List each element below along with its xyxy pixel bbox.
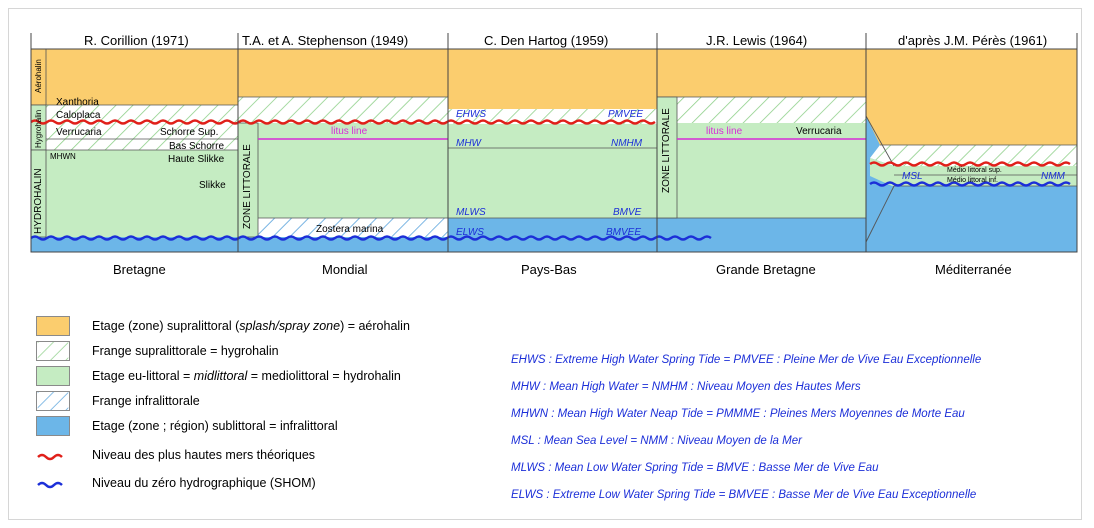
blue-wave-line xyxy=(30,235,712,241)
label-ehws: EHWS xyxy=(456,109,486,120)
glossary-mlws: MLWS : Mean Low Water Spring Tide = BMVE… xyxy=(511,462,879,474)
legend-item-supralittoral: Etage (zone) supralittoral (splash/spray… xyxy=(36,315,410,337)
glossary-ehws: EHWS : Extreme High Water Spring Tide = … xyxy=(511,354,982,366)
glossary-elws: ELWS : Extreme Low Water Spring Tide = B… xyxy=(511,489,977,501)
label-elws: ELWS xyxy=(456,227,484,238)
figure-frame xyxy=(8,8,1082,520)
label-aerohalin: Aérohalin xyxy=(34,59,43,93)
glossary-mhw: MHW : Mean High Water = NMHM : Niveau Mo… xyxy=(511,381,861,393)
column-den-hartog xyxy=(448,49,657,252)
column-title-den-hartog: C. Den Hartog (1959) xyxy=(484,33,609,48)
label-verrucaria-corillion: Verrucaria xyxy=(56,127,102,138)
region-pays-bas: Pays-Bas xyxy=(521,262,577,277)
label-bmvee: BMVEE xyxy=(606,227,642,238)
label-slikke: Slikke xyxy=(199,180,226,191)
legend-item-blue-wave: Niveau du zéro hydrographique (SHOM) xyxy=(36,472,316,494)
column-title-stephenson: T.A. et A. Stephenson (1949) xyxy=(242,33,409,48)
column-title-peres: d'après J.M. Pérès (1961) xyxy=(898,33,1048,48)
glossary-msl: MSL : Mean Sea Level = NMM : Niveau Moye… xyxy=(511,435,802,447)
label-zostera-marina: Zostera marina xyxy=(316,224,384,235)
label-mlws: MLWS xyxy=(456,207,486,218)
legend-text: Etage (zone ; région) sublittoral = infr… xyxy=(92,419,338,433)
legend-text: Niveau des plus hautes mers théoriques xyxy=(92,448,316,462)
legend-text: Etage (zone) supralittoral (splash/spray… xyxy=(92,319,410,333)
label-zone-littorale-lewis: ZONE LITTORALE xyxy=(661,108,672,193)
label-hygrohalin: Hygrohalin xyxy=(34,109,43,148)
label-litus-line-lewis: litus line xyxy=(706,126,743,137)
column-stephenson xyxy=(237,49,448,252)
label-verrucaria-lewis: Verrucaria xyxy=(796,126,842,137)
legend-text: Etage eu-littoral = midlittoral = mediol… xyxy=(92,369,401,383)
label-schorre-sup: Schorre Sup. xyxy=(160,127,219,138)
swatch-sublittoral xyxy=(36,416,70,436)
legend-item-eulittoral: Etage eu-littoral = midlittoral = mediol… xyxy=(36,365,401,387)
red-wave-icon xyxy=(37,453,63,461)
label-bas-schorre: Bas Schorre xyxy=(169,141,225,152)
label-xanthoria: Xanthoria xyxy=(56,97,99,108)
legend-text: Niveau du zéro hydrographique (SHOM) xyxy=(92,476,316,490)
region-grande-bretagne: Grande Bretagne xyxy=(716,262,816,277)
label-medio-littoral-inf: Médio littoral inf. xyxy=(947,177,998,184)
label-hydrohalin: HYDROHALIN xyxy=(33,168,44,234)
label-msl: MSL xyxy=(902,171,923,182)
region-mediterranee: Méditerranée xyxy=(935,262,1012,277)
label-zone-littorale-stephenson: ZONE LITTORALE xyxy=(242,144,253,229)
red-wave-line xyxy=(30,119,656,125)
swatch-supralittoral xyxy=(36,316,70,336)
label-bmve: BMVE xyxy=(613,207,642,218)
column-title-corillion: R. Corillion (1971) xyxy=(84,33,189,48)
label-medio-littoral-sup: Médio littoral sup. xyxy=(947,167,1002,174)
legend-text: Frange supralittorale = hygrohalin xyxy=(92,344,279,358)
label-mhw: MHW xyxy=(456,138,481,149)
label-litus-line-stephenson: litus line xyxy=(331,126,368,137)
swatch-frange-supralittorale xyxy=(36,341,70,361)
swatch-eulittoral xyxy=(36,366,70,386)
legend-item-red-wave: Niveau des plus hautes mers théoriques xyxy=(36,444,315,466)
column-peres xyxy=(865,49,1077,252)
label-nmhm: NMHM xyxy=(611,138,643,149)
column-lewis xyxy=(656,49,866,252)
legend-text: Frange infralittorale xyxy=(92,394,200,408)
legend-item-frange-infralittorale: Frange infralittorale xyxy=(36,390,200,412)
label-nmm: NMM xyxy=(1041,171,1065,182)
legend-item-frange-supralittorale: Frange supralittorale = hygrohalin xyxy=(36,340,279,362)
column-title-lewis: J.R. Lewis (1964) xyxy=(706,33,808,48)
blue-wave-line-peres xyxy=(869,181,1071,187)
legend-item-sublittoral: Etage (zone ; région) sublittoral = infr… xyxy=(36,415,338,437)
blue-wave-icon xyxy=(37,481,63,489)
region-mondial: Mondial xyxy=(322,262,368,277)
red-wave-line-peres xyxy=(869,161,1071,167)
label-caloplaca: Caloplaca xyxy=(56,110,101,121)
swatch-frange-infralittorale xyxy=(36,391,70,411)
glossary-mhwn: MHWN : Mean High Water Neap Tide = PMMME… xyxy=(511,408,965,420)
region-bretagne: Bretagne xyxy=(113,262,166,277)
label-haute-slikke: Haute Slikke xyxy=(168,154,225,165)
label-mhwn: MHWN xyxy=(50,152,76,161)
label-pmvee: PMVEE xyxy=(608,109,644,120)
